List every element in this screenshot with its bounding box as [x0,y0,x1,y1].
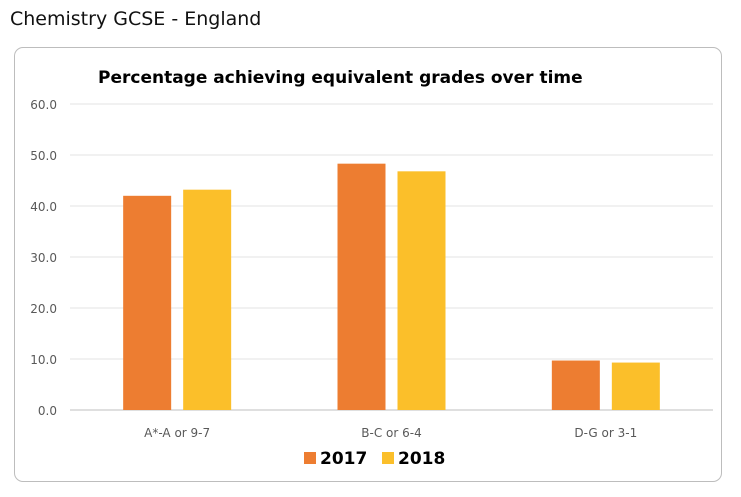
y-tick-label: 20.0 [30,302,57,316]
y-tick-label: 50.0 [30,149,57,163]
y-tick-label: 10.0 [30,353,57,367]
legend-label-2018: 2018 [398,449,445,469]
bar-2017-2 [551,360,600,410]
x-tick-label: B-C or 6-4 [361,426,421,440]
legend-swatch-2017 [304,452,316,464]
page-title: Chemistry GCSE - England [10,8,262,30]
legend-swatch-2018 [382,452,394,464]
bar-2018-2 [611,362,660,410]
x-tick-label: A*-A or 9-7 [144,426,210,440]
bar-2018-1 [397,171,446,410]
bar-2017-1 [337,163,386,410]
y-tick-label: 30.0 [30,251,57,265]
x-tick-label: D-G or 3-1 [574,426,637,440]
y-tick-label: 40.0 [30,200,57,214]
bar-2017-0 [123,195,172,410]
bar-2018-0 [183,189,232,410]
chart-title: Percentage achieving equivalent grades o… [98,68,583,88]
y-tick-label: 0.0 [38,404,57,418]
y-tick-label: 60.0 [30,98,57,112]
legend-label-2017: 2017 [320,449,367,469]
